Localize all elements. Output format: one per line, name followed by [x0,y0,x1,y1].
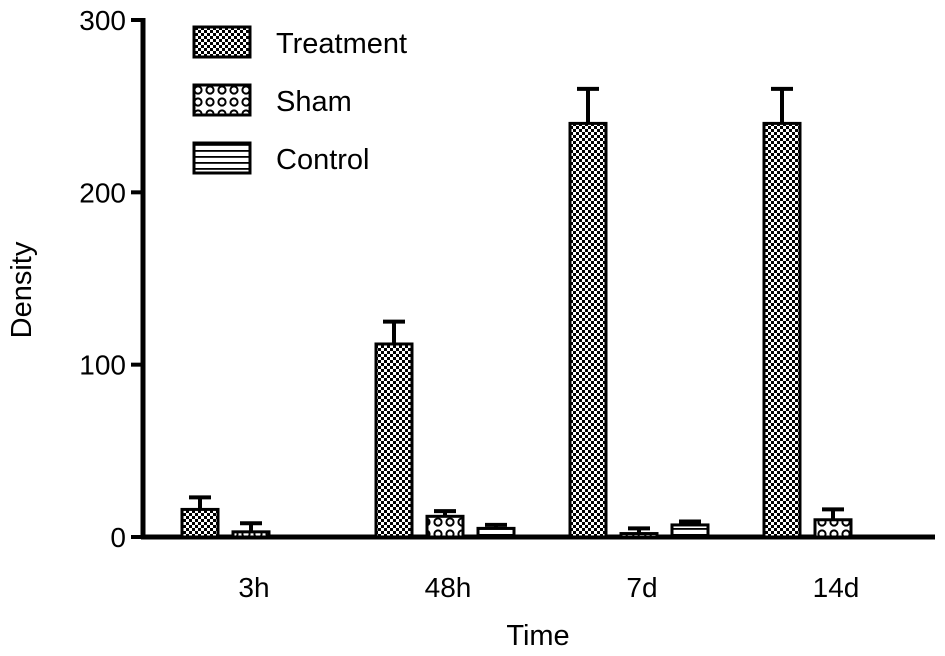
x-axis-title: Time [506,620,569,652]
axes [140,18,935,540]
legend-swatch-control [192,141,252,175]
bars [180,86,853,539]
y-tick-label: 100 [79,350,126,381]
x-tick-label: 48h [425,572,472,603]
x-tick-label: 3h [238,572,269,603]
y-tick-label: 200 [79,177,126,208]
y-tick-label: 0 [110,522,126,553]
y-tick-label: 300 [79,5,126,36]
x-tick-labels: 3h 48h 7d 14d [238,572,859,603]
legend-swatch-treatment [192,25,252,59]
x-tick-label: 14d [813,572,860,603]
legend-swatch-sham [192,83,252,117]
bar-treatment-3h [180,507,220,539]
y-tick-marks [131,18,143,539]
bar-treatment-14d [762,121,802,539]
legend-label-control: Control [276,144,370,176]
bar-control-48h [476,526,516,539]
bar-treatment-48h [374,342,414,539]
bar-control-7d [670,523,710,539]
bar-sham-7d [619,532,659,539]
bar-treatment-7d [568,121,608,539]
y-axis-title: Density [6,241,38,338]
legend: Treatment Sham Control [192,25,407,176]
legend-label-treatment: Treatment [276,28,407,60]
x-tick-label: 7d [626,572,657,603]
legend-label-sham: Sham [276,86,352,118]
bar-sham-3h [231,530,271,539]
bar-sham-48h [425,514,465,539]
y-tick-labels: 0 100 200 300 [79,5,126,553]
bar-sham-14d [813,518,853,539]
